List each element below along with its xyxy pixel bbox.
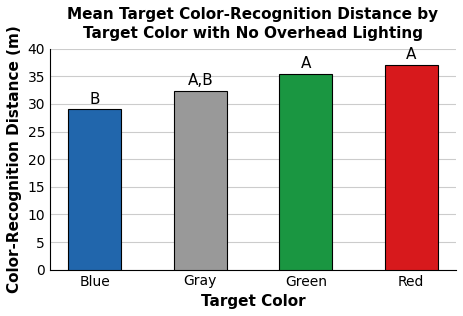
Bar <box>385 65 438 270</box>
X-axis label: Target Color: Target Color <box>200 294 305 309</box>
Text: A,B: A,B <box>188 73 213 88</box>
Bar <box>279 74 332 270</box>
Text: B: B <box>89 92 100 107</box>
Bar <box>174 91 227 270</box>
Bar <box>69 109 121 270</box>
Text: A: A <box>406 47 416 63</box>
Y-axis label: Color-Recognition Distance (m): Color-Recognition Distance (m) <box>7 25 22 293</box>
Text: A: A <box>300 56 311 71</box>
Title: Mean Target Color-Recognition Distance by
Target Color with No Overhead Lighting: Mean Target Color-Recognition Distance b… <box>68 7 438 40</box>
